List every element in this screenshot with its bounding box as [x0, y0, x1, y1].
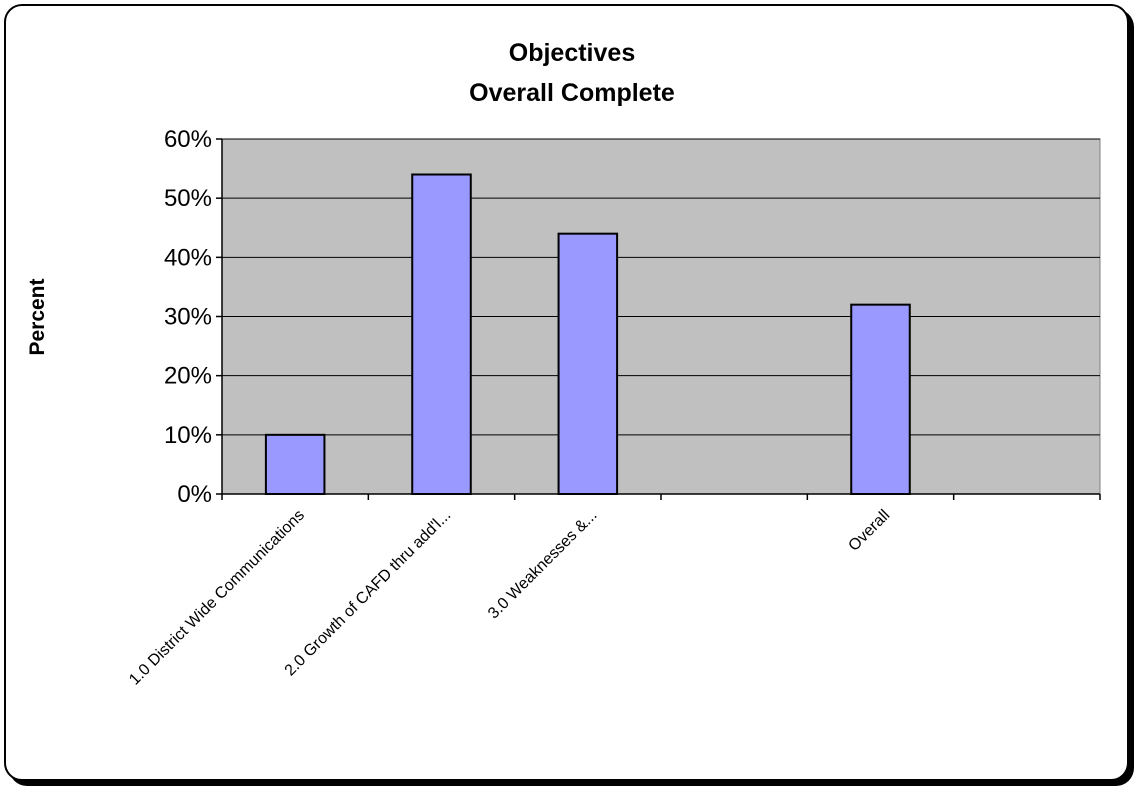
x-tick-label: 3.0 Weaknesses &... — [485, 507, 601, 623]
chart-title-line-1: Objectives — [509, 39, 635, 67]
bar — [850, 303, 911, 495]
y-tick-label: 40% — [164, 244, 212, 271]
bars — [264, 173, 911, 496]
y-tick-label: 60% — [164, 126, 212, 153]
y-tick-label: 50% — [164, 185, 212, 212]
y-tick-label: 30% — [164, 304, 212, 331]
x-tick-label: 2.0 Growth of CAFD thru add'l... — [282, 507, 455, 680]
gridlines — [222, 138, 1100, 436]
y-tick-label: 0% — [177, 481, 212, 508]
y-tick-labels: 0% 10% 20% 30% 40% 50% 60% — [164, 126, 212, 508]
bar — [557, 232, 619, 496]
x-tick-label: Overall — [845, 507, 893, 555]
y-axis-title: Percent — [26, 278, 49, 355]
bar — [264, 433, 326, 496]
chart-title-line-2: Overall Complete — [469, 79, 675, 107]
y-tick-label: 10% — [164, 422, 212, 449]
axes — [216, 138, 1101, 500]
x-tick-label: 1.0 District Wide Communications — [126, 507, 308, 689]
y-tick-label: 20% — [164, 363, 212, 390]
bar — [411, 173, 472, 495]
